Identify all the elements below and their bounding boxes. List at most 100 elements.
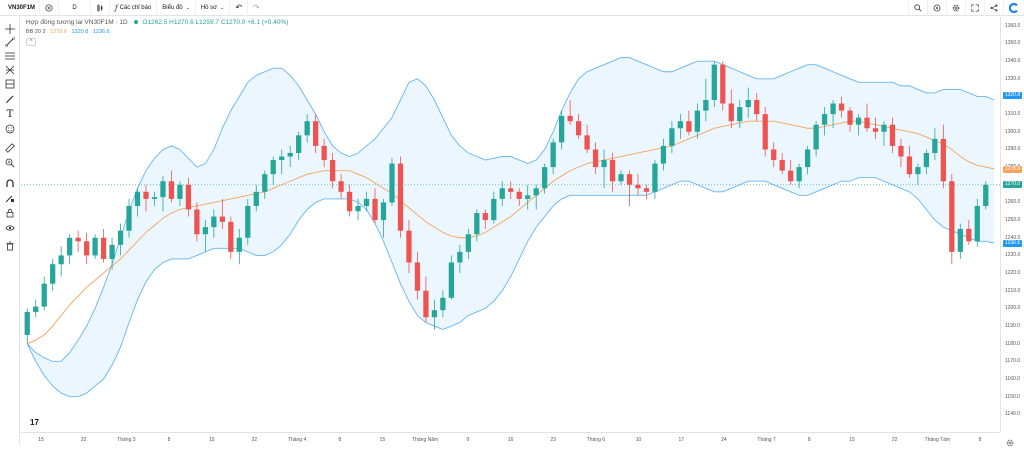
- profile-menu-button[interactable]: Hồ sơ ⌄: [196, 0, 231, 16]
- alert-button[interactable]: [927, 0, 946, 16]
- candle-body: [923, 152, 930, 168]
- candle-body: [474, 213, 480, 235]
- logo-icon: [1009, 3, 1018, 13]
- candle-body: [219, 216, 225, 222]
- candle-body: [211, 216, 217, 228]
- price-tick-label: 1190.0: [1005, 323, 1020, 330]
- interval-button[interactable]: D: [59, 0, 91, 16]
- brand-logo[interactable]: [1003, 0, 1024, 16]
- candle-body: [779, 160, 785, 171]
- time-tick-label: 23: [550, 437, 556, 443]
- candle-body: [160, 181, 166, 198]
- settings-button[interactable]: [946, 0, 965, 16]
- candle-body: [838, 103, 845, 111]
- time-tick-label: 8: [338, 437, 342, 443]
- share-button[interactable]: [984, 0, 1003, 16]
- price-tick-label: 1170.0: [1005, 358, 1020, 365]
- emoji-icon[interactable]: [4, 123, 16, 135]
- price-chart[interactable]: [21, 17, 1000, 432]
- text-icon[interactable]: T: [6, 108, 14, 120]
- symbol-search[interactable]: VN30F1M: [0, 0, 40, 16]
- function-icon: ƒ: [115, 3, 118, 12]
- trend-line-icon[interactable]: [4, 36, 16, 48]
- time-tick-label: 8: [167, 437, 171, 443]
- candle-body: [847, 110, 853, 125]
- candle-body: [728, 103, 734, 122]
- plus-circle-icon: [45, 3, 53, 12]
- trash-icon[interactable]: [4, 240, 16, 252]
- candle-body: [508, 188, 514, 192]
- price-tick-label: 1300.0: [1005, 128, 1021, 135]
- indicators-button[interactable]: ƒ Các chỉ báo: [110, 0, 158, 16]
- candle-body: [321, 145, 327, 161]
- candle-body: [796, 167, 802, 182]
- candle-body: [134, 191, 141, 206]
- candle-body: [533, 188, 539, 196]
- pencil-lock-icon[interactable]: [4, 192, 16, 204]
- candle-body: [940, 138, 946, 182]
- time-tick-label: 16: [507, 437, 514, 443]
- candle-body: [245, 205, 251, 238]
- candle-body: [465, 234, 471, 252]
- candle-body: [406, 230, 412, 263]
- candle-body: [669, 128, 675, 146]
- ruler-icon[interactable]: [4, 142, 16, 154]
- price-tick-label: 1310.0: [1005, 111, 1021, 118]
- axis-settings-button[interactable]: [1006, 434, 1014, 452]
- market-status-icon: [133, 20, 138, 24]
- redo-button[interactable]: ↷: [248, 0, 265, 16]
- crosshair-icon[interactable]: [4, 23, 16, 35]
- candle-body: [550, 142, 556, 168]
- candle-body: [185, 184, 192, 210]
- candle-body: [143, 191, 149, 199]
- price-axis[interactable]: 1360.01350.01340.01330.01320.01310.01300…: [1000, 17, 1024, 432]
- candle-body: [313, 121, 319, 146]
- candle-body: [423, 290, 429, 318]
- candle-body: [932, 138, 938, 153]
- candle-body: [287, 152, 293, 157]
- eye-icon[interactable]: [4, 222, 16, 234]
- time-tick-label: 22: [891, 437, 898, 443]
- tradingview-logo[interactable]: 17: [30, 418, 39, 427]
- candle-body: [50, 264, 56, 284]
- candle-body: [279, 156, 285, 161]
- legend-ohlc: O1262.5 H1270.6 L1259.7 C1270.0 +8.1 (+0…: [142, 19, 289, 26]
- indicators-label: Các chỉ báo: [119, 4, 152, 11]
- candle-body: [202, 227, 209, 235]
- time-tick-label: 24: [721, 437, 727, 443]
- candle-body: [338, 181, 344, 192]
- candle-body: [75, 237, 81, 242]
- quick-search-button[interactable]: [908, 0, 927, 16]
- chevron-down-icon: ⌄: [185, 4, 190, 11]
- brush-icon[interactable]: [4, 93, 16, 105]
- magnet-icon[interactable]: [4, 177, 16, 189]
- candle-body: [855, 117, 862, 125]
- compare-button[interactable]: [40, 0, 59, 16]
- chart-pane[interactable]: [21, 17, 1000, 432]
- candle-body: [397, 163, 404, 231]
- candle-body: [804, 149, 811, 168]
- fullscreen-button[interactable]: [965, 0, 984, 16]
- legend-collapse-button[interactable]: ^: [26, 38, 36, 46]
- chart-type-button[interactable]: [91, 0, 110, 16]
- undo-button[interactable]: ↶: [230, 0, 249, 16]
- bb-band-fill: [27, 57, 995, 397]
- profile-menu-label: Hồ sơ: [200, 4, 218, 11]
- fib-icon[interactable]: [4, 78, 16, 90]
- candle-body: [567, 115, 573, 122]
- candle-body: [270, 160, 276, 175]
- candle-body: [957, 228, 963, 252]
- time-axis[interactable]: 15 22 Tháng 3 8 15 22 Tháng 4 8 15 Tháng Năm 9 16 23…: [21, 432, 1000, 445]
- candle-body: [703, 100, 709, 111]
- lock-icon[interactable]: [4, 207, 16, 219]
- candle-body: [754, 100, 760, 115]
- top-toolbar: VN30F1M D ƒ Các chỉ báo Biểu đồ ⌄ Hồ sơ …: [0, 0, 1024, 16]
- zoom-in-icon[interactable]: [4, 157, 16, 169]
- horizontal-lines-icon[interactable]: [4, 50, 16, 62]
- candle-body: [584, 135, 590, 150]
- candle-body: [745, 100, 751, 108]
- pitchfork-icon[interactable]: [4, 64, 16, 76]
- chart-menu-button[interactable]: Biểu đồ ⌄: [157, 0, 196, 16]
- fullscreen-icon: [971, 4, 979, 12]
- price-label-upper: 1320.8: [1003, 91, 1022, 99]
